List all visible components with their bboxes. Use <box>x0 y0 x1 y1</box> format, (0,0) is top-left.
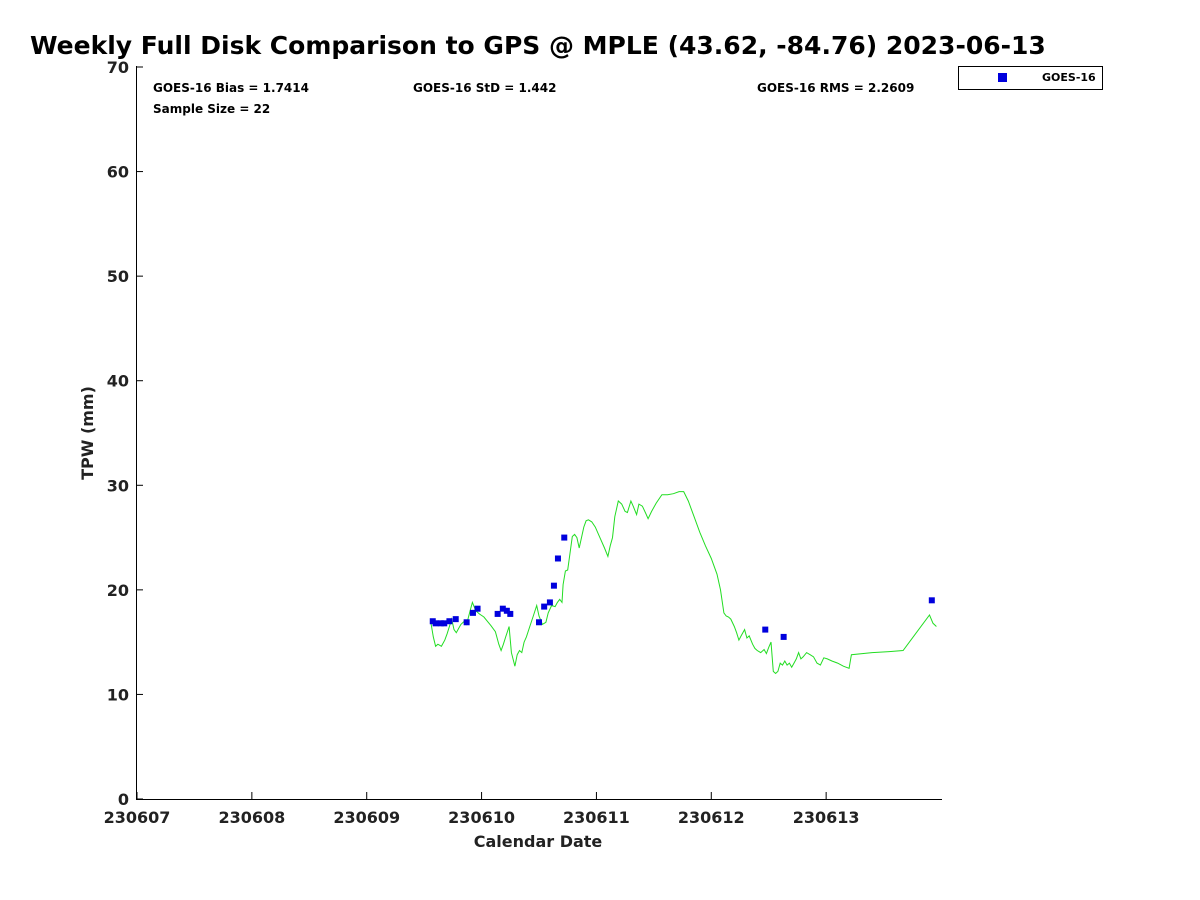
goes-data-point <box>536 619 542 626</box>
goes-data-point <box>541 603 548 610</box>
goes-data-point <box>469 609 476 616</box>
goes-data-point <box>550 582 557 589</box>
goes-data-point <box>432 620 439 627</box>
y-ticks: 0 10 20 30 40 50 60 70 <box>107 58 143 809</box>
legend-marker <box>998 73 1007 82</box>
goes-data-point <box>928 597 935 604</box>
std-stat: GOES-16 StD = 1.442 <box>413 81 556 95</box>
goes-data-point <box>561 534 568 541</box>
y-tick-label: 10 <box>107 685 129 704</box>
goes-data-point <box>474 605 481 612</box>
goes-data-point <box>437 620 444 627</box>
goes-data-point <box>507 610 514 617</box>
gps-series-line <box>430 491 937 675</box>
plot-frame <box>137 67 942 800</box>
x-tick-label: 230611 <box>563 808 630 827</box>
goes-data-point <box>499 605 506 612</box>
y-tick-label: 60 <box>107 163 129 182</box>
y-tick-label: 20 <box>107 581 129 600</box>
legend-box <box>958 66 1103 90</box>
plot-area: 0 10 20 30 40 50 60 70 230607 230608 230609 230610… <box>104 58 942 827</box>
y-tick-label: 70 <box>107 58 129 77</box>
y-tick-label: 30 <box>107 476 129 495</box>
goes-data-point <box>762 626 769 633</box>
goes-data-point <box>441 620 448 627</box>
x-axis-label: Calendar Date <box>474 832 603 851</box>
x-tick-label: 230613 <box>793 808 860 827</box>
x-tick-label: 230609 <box>333 808 400 827</box>
goes-data-point <box>463 619 470 626</box>
goes-data-point <box>446 618 453 625</box>
goes-data-point <box>503 607 510 614</box>
legend: GOES-16 <box>958 66 1103 90</box>
x-tick-label: 230612 <box>678 808 745 827</box>
sample-size-stat: Sample Size = 22 <box>153 102 270 116</box>
goes-data-point <box>452 616 459 623</box>
x-ticks: 230607 230608 230609 230610 230611 230612 2306… <box>104 792 860 827</box>
goes-data-point <box>554 555 561 562</box>
x-tick-label: 230608 <box>218 808 285 827</box>
legend-label: GOES-16 <box>1042 71 1096 84</box>
chart-title: Weekly Full Disk Comparison to GPS @ MPL… <box>30 31 1046 60</box>
x-tick-label: 230607 <box>104 808 171 827</box>
y-axis-label: TPW (mm) <box>78 386 97 480</box>
rms-stat: GOES-16 RMS = 2.2609 <box>757 81 914 95</box>
y-tick-label: 0 <box>118 790 129 809</box>
goes-data-point <box>780 633 787 640</box>
goes-series-points <box>429 534 935 640</box>
y-tick-label: 40 <box>107 372 129 391</box>
x-tick-label: 230610 <box>448 808 515 827</box>
goes-data-point <box>546 599 553 606</box>
bias-stat: GOES-16 Bias = 1.7414 <box>153 81 309 95</box>
goes-data-point <box>494 610 501 617</box>
y-tick-label: 50 <box>107 267 129 286</box>
